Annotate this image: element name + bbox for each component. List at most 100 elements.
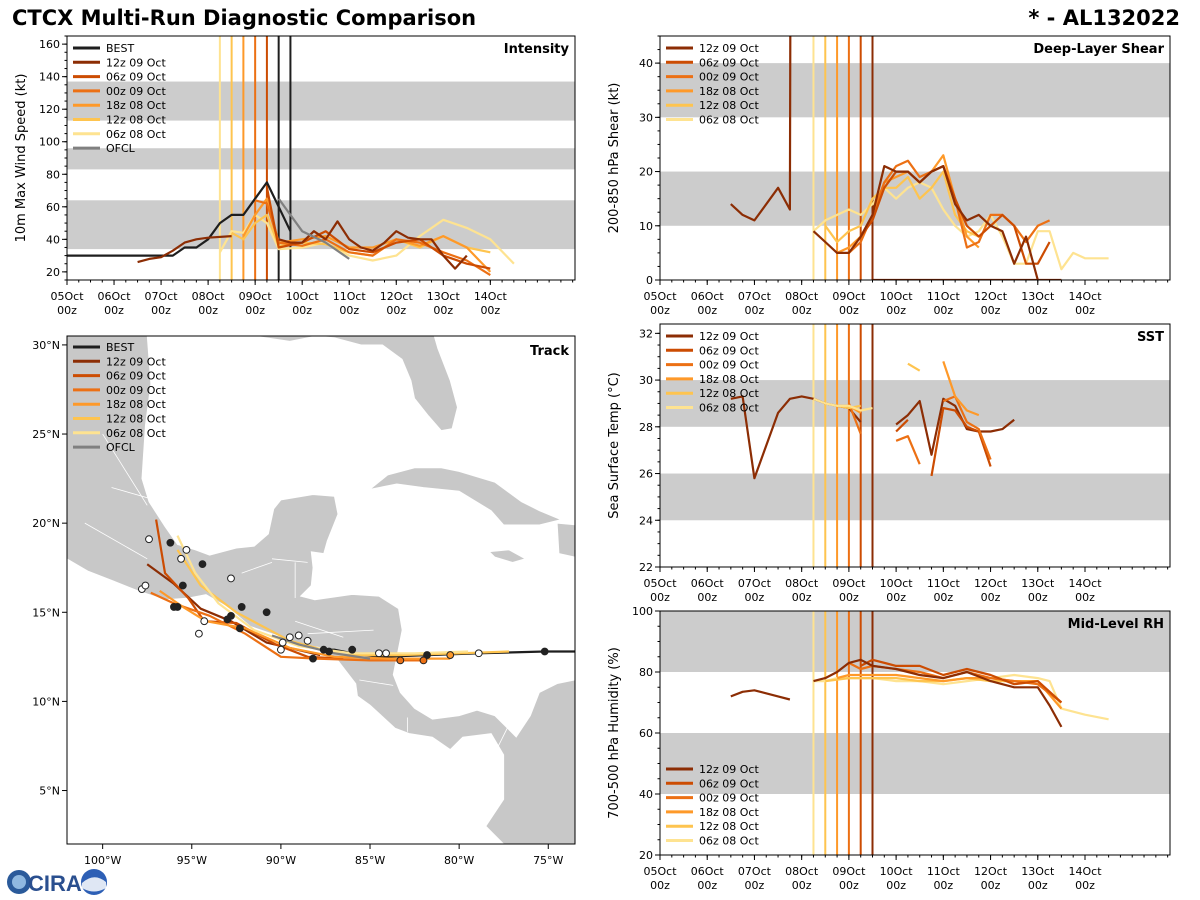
x-tick-date: 07Oct [738, 290, 772, 303]
x-tick-hour: 00z [1028, 304, 1048, 317]
x-tick-date: 05Oct [50, 290, 84, 303]
x-tick-date: 08Oct [192, 290, 226, 303]
legend-label-00z-09-oct: 00z 09 Oct [106, 384, 166, 397]
x-tick-hour: 00z [933, 591, 953, 604]
storm-id: * - AL132022 [1028, 6, 1180, 30]
x-tick-date: 06Oct [691, 577, 725, 590]
x-tick-date: 05Oct [643, 577, 677, 590]
lat-tick-label: 25°N [32, 428, 60, 441]
x-tick-hour: 00z [745, 879, 765, 892]
series-18z-08-oct [836, 673, 1063, 710]
x-tick-hour: 00z [104, 304, 124, 317]
series-12z-08-oct [824, 170, 980, 244]
x-tick-date: 07Oct [738, 865, 772, 878]
x-tick-date: 14Oct [1068, 577, 1102, 590]
shaded-band [67, 81, 575, 121]
x-tick-date: 13Oct [1021, 290, 1055, 303]
track-point-best [540, 647, 549, 656]
x-tick-date: 10Oct [880, 865, 914, 878]
y-tick-label: 24 [639, 514, 653, 527]
hispaniola-landmass [556, 522, 575, 558]
legend-label-00z-09-oct: 00z 09 Oct [106, 85, 166, 98]
x-tick-hour: 00z [886, 591, 906, 604]
x-tick-date: 08Oct [785, 577, 819, 590]
y-axis-label: 200-850 hPa Shear (kt) [607, 83, 622, 234]
plot-area-intensity [67, 36, 575, 280]
plot-area-rh [660, 611, 1170, 855]
x-tick-date: 09Oct [832, 290, 866, 303]
panel-shear: 01020304005Oct00z06Oct00z07Oct00z08Oct00… [607, 35, 1171, 317]
track-point-12z-08-oct [200, 617, 209, 626]
florida-landmass [254, 336, 458, 431]
noaa-emblem-wave [82, 877, 106, 892]
x-tick-hour: 00z [839, 304, 859, 317]
y-tick-label: 0 [646, 274, 653, 287]
cira-logo-text: CIRA [28, 871, 82, 896]
series-06z-08-oct [812, 181, 1109, 271]
x-tick-hour: 00z [650, 304, 670, 317]
y-tick-label: 140 [39, 71, 60, 84]
track-point-12z-08-oct [382, 649, 390, 658]
lon-tick-label: 75°W [533, 854, 563, 867]
panel-track: 100°W 95°W 90°W 85°W 80°W 75°W 5°N 10°N 15°N 20°N… [32, 335, 576, 867]
y-tick-label: 20 [639, 849, 653, 862]
legend-label-00z-09-oct: 00z 09 Oct [699, 359, 759, 372]
x-tick-hour: 00z [981, 879, 1001, 892]
legend-label-12z-09-oct: 12z 09 Oct [699, 42, 759, 55]
series-12z-09-oct [895, 397, 1015, 456]
x-tick-hour: 00z [339, 304, 359, 317]
shaded-band [660, 171, 1170, 226]
y-tick-label: 80 [46, 168, 60, 181]
track-point-best [227, 611, 235, 620]
x-tick-hour: 00z [981, 304, 1001, 317]
x-tick-hour: 00z [745, 304, 765, 317]
lon-tick-label: 80°W [444, 854, 474, 867]
y-tick-label: 120 [39, 103, 60, 116]
x-tick-date: 13Oct [1021, 865, 1055, 878]
x-tick-date: 14Oct [1068, 865, 1102, 878]
border-line [359, 679, 394, 686]
legend-label-12z-08-oct: 12z 08 Oct [699, 99, 759, 112]
y-tick-label: 22 [639, 561, 653, 574]
x-tick-hour: 00z [151, 304, 171, 317]
series-00z-09-oct [942, 395, 992, 460]
track-18z-08-oct [159, 589, 451, 660]
x-tick-hour: 00z [1075, 591, 1095, 604]
y-tick-label: 28 [639, 421, 653, 434]
x-tick-date: 06Oct [691, 865, 725, 878]
y-tick-label: 10 [639, 220, 653, 233]
lat-tick-label: 30°N [32, 339, 60, 352]
legend-label-ofcl: OFCL [106, 142, 136, 155]
series-18z-08-oct [942, 361, 980, 417]
legend-label-00z-09-oct: 00z 09 Oct [699, 71, 759, 84]
track-point-best [423, 651, 431, 659]
shaded-band [660, 733, 1170, 794]
panel-title: Mid-Level RH [1068, 617, 1164, 632]
legend-label-06z-09-oct: 06z 09 Oct [106, 370, 166, 383]
x-tick-hour: 00z [1028, 591, 1048, 604]
axes-frame [659, 323, 1171, 568]
x-tick-hour: 00z [57, 304, 77, 317]
legend-label-12z-08-oct: 12z 08 Oct [699, 387, 759, 400]
track-point-06z-08-oct [145, 535, 153, 544]
legend-label-ofcl: OFCL [106, 441, 136, 454]
series-12z-09-oct [730, 689, 791, 701]
y-tick-label: 80 [639, 666, 653, 679]
y-axis-label: Sea Surface Temp (°C) [607, 372, 622, 519]
track-point-00z-09-oct [419, 656, 428, 665]
border-line [102, 433, 148, 506]
legend-label-06z-09-oct: 06z 09 Oct [699, 56, 759, 69]
series-06z-09-oct [265, 187, 491, 270]
border-line [271, 558, 308, 563]
x-tick-hour: 00z [792, 591, 812, 604]
border-line [173, 526, 210, 556]
x-tick-hour: 00z [1075, 304, 1095, 317]
legend-label-18z-08-oct: 18z 08 Oct [699, 85, 759, 98]
x-tick-hour: 00z [697, 879, 717, 892]
track-point-best [262, 608, 271, 617]
legend-label-06z-08-oct: 06z 08 Oct [699, 114, 759, 127]
x-tick-date: 07Oct [145, 290, 179, 303]
track-point-12z-09-oct [235, 624, 244, 633]
x-tick-date: 10Oct [286, 290, 320, 303]
